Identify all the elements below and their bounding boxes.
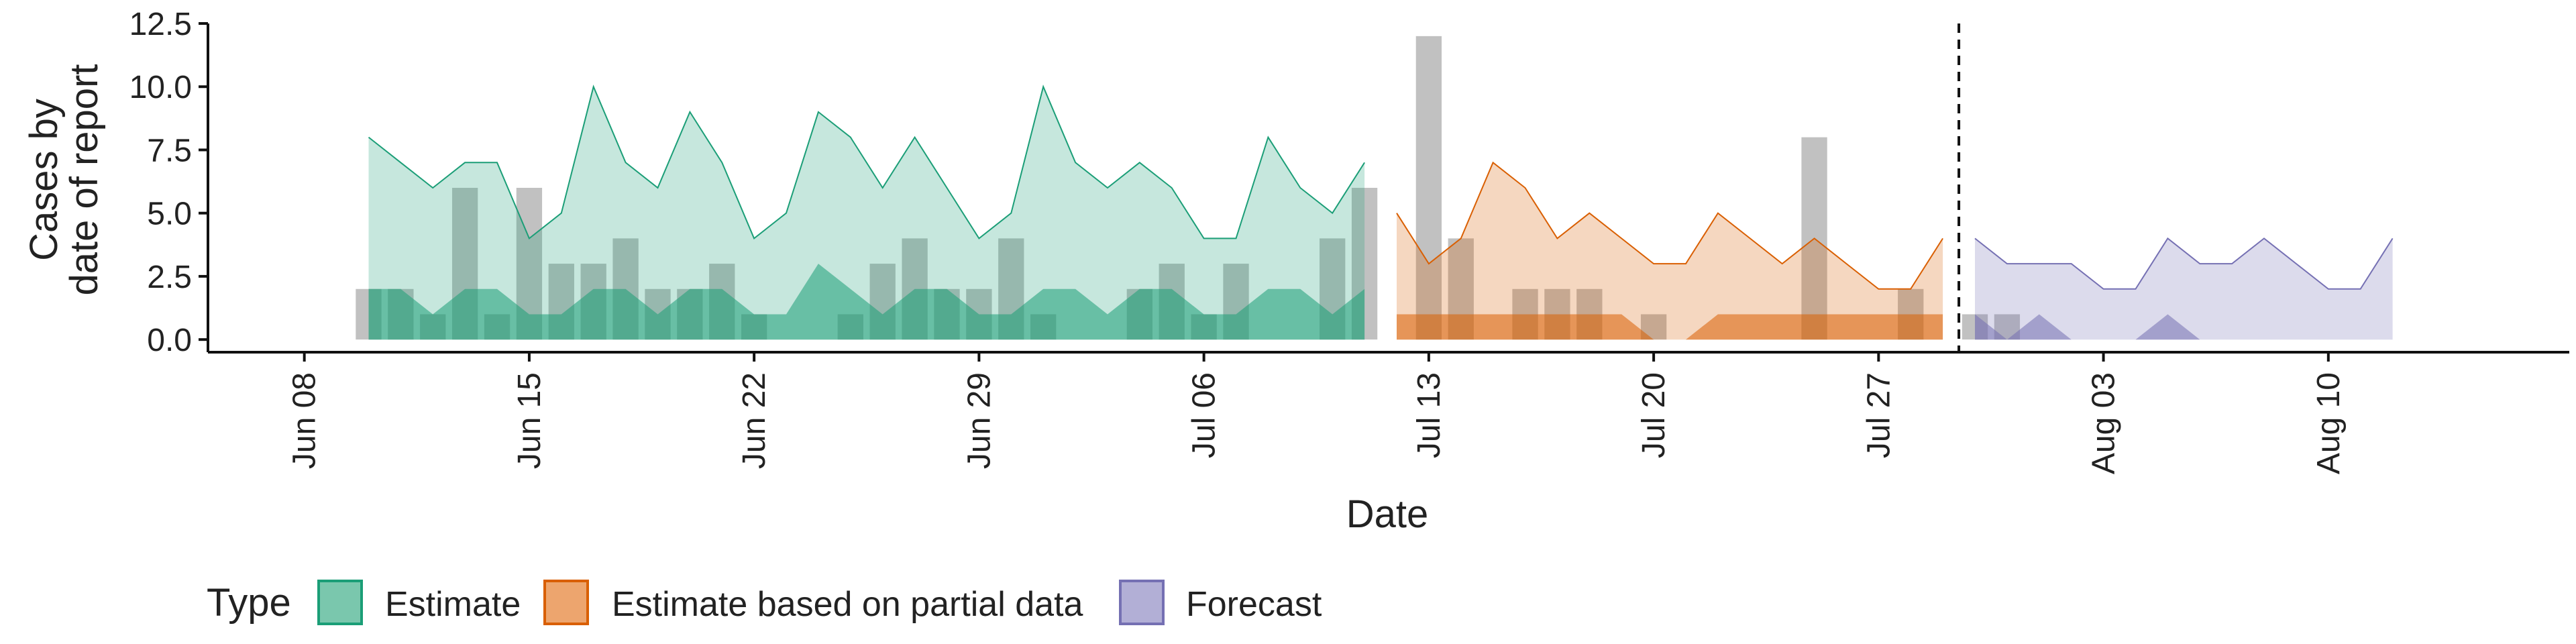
x-axis-label: Date (1346, 492, 1429, 536)
y-tick-label: 2.5 (147, 260, 192, 295)
ribbons (368, 85, 2394, 340)
x-tick-label: Jun 22 (737, 372, 772, 469)
partial-outer-edge-line (1396, 161, 1943, 290)
legend-label-forecast: Forecast (1186, 585, 1322, 624)
y-axis-label-line-1: Cases by (22, 99, 66, 261)
legend-label-partial: Estimate based on partial data (612, 585, 1083, 624)
x-tick-label: Jul 27 (1861, 372, 1896, 458)
x-tick-label: Jun 08 (287, 372, 323, 469)
x-tick-label: Aug 03 (2086, 372, 2122, 474)
y-tick-label: 0.0 (147, 323, 192, 358)
partial-inner-ribbon (1397, 314, 1943, 340)
legend-key-estimate[interactable] (317, 580, 363, 625)
y-tick-label: 7.5 (147, 133, 192, 168)
partial-outer-ribbon (1397, 162, 1943, 340)
estimate-outer-ribbon (368, 87, 1365, 340)
y-axis-label-line-2: date of report (62, 64, 106, 296)
y-tick-label: 5.0 (147, 197, 192, 232)
axes: 0.0 2.5 5.0 7.5 10.0 12.5 Jun 08 Jun 15 Jun 22 Ju… (129, 7, 2569, 474)
x-tick-label: Jun 29 (961, 372, 997, 469)
reported-case-bar (1415, 36, 1442, 340)
y-tick-label: 10.0 (129, 70, 192, 105)
x-tick-label: Jul 06 (1187, 372, 1222, 458)
legend-key-partial[interactable] (543, 580, 589, 625)
forecast-outer-edge-line (1974, 237, 2394, 290)
legend: Type Estimate Estimate based on partial … (207, 580, 1322, 625)
estimate-outer-edge-line (368, 85, 1365, 239)
x-tick-label: Jun 15 (512, 372, 547, 469)
x-tick-label: Jul 13 (1411, 372, 1447, 458)
forecast-outer-ribbon (1975, 238, 2393, 340)
estimate-inner-ribbon (368, 264, 1365, 340)
legend-title: Type (207, 581, 291, 625)
legend-key-forecast[interactable] (1119, 580, 1165, 625)
x-tick-label: Aug 10 (2311, 372, 2347, 474)
forecast-inner-ribbon (1975, 314, 2393, 340)
y-tick-label: 12.5 (129, 7, 192, 42)
legend-label-estimate: Estimate (385, 585, 521, 624)
x-tick-label: Jul 20 (1636, 372, 1672, 458)
